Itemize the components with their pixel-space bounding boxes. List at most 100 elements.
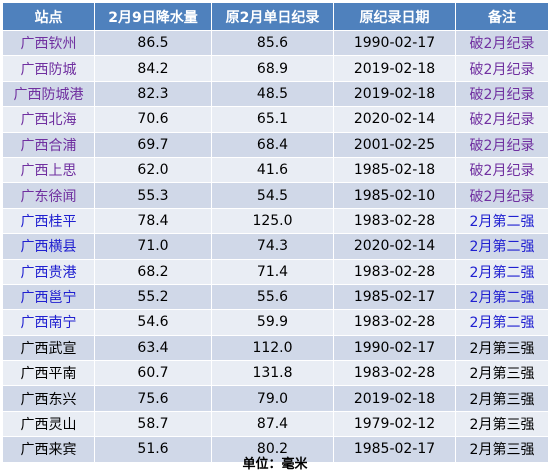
table-row: 广西上思 62.0 41.6 1985-02-18 破2月纪录 (2, 156, 549, 184)
note-cell: 2月第二强 (455, 309, 549, 336)
note-cell: 2月第三强 (455, 360, 549, 387)
station-cell: 广西横县 (2, 233, 95, 260)
record-cell: 87.4 (211, 410, 334, 438)
record-date-cell: 1979-02-12 (333, 410, 456, 438)
record-cell: 55.6 (211, 283, 334, 311)
station-cell: 广西平南 (2, 360, 95, 387)
table-body: 广西钦州 86.5 85.6 1990-02-17 破2月纪录 广西防城 84.2 68.9 2… (2, 29, 549, 463)
table-row: 广西武宣 63.4 112.0 1990-02-17 2月第三强 (2, 334, 549, 362)
note-cell: 破2月纪录 (455, 80, 549, 108)
table-row: 广西防城 84.2 68.9 2019-02-18 破2月纪录 (2, 55, 549, 82)
note-cell: 破2月纪录 (455, 29, 549, 57)
record-cell: 59.9 (211, 309, 334, 336)
rainfall-cell: 63.4 (94, 334, 212, 362)
station-cell: 广西邕宁 (2, 283, 95, 311)
record-date-cell: 1985-02-18 (333, 156, 456, 184)
note-cell: 2月第三强 (455, 436, 549, 463)
rainfall-cell: 84.2 (94, 55, 212, 82)
station-cell: 广西灵山 (2, 410, 95, 438)
station-cell: 广西防城港 (2, 80, 95, 108)
note-cell: 破2月纪录 (455, 106, 549, 133)
table-header-row: 站点 2月9日降水量 原2月单日纪录 原纪录日期 备注 (2, 2, 549, 31)
record-cell: 112.0 (211, 334, 334, 362)
rainfall-cell: 86.5 (94, 29, 212, 57)
rainfall-cell: 82.3 (94, 80, 212, 108)
record-date-cell: 1983-02-28 (333, 309, 456, 336)
station-cell: 广西钦州 (2, 29, 95, 57)
record-date-cell: 2019-02-18 (333, 80, 456, 108)
table-row: 广西东兴 75.6 79.0 2019-02-18 2月第三强 (2, 385, 549, 412)
station-cell: 广西合浦 (2, 131, 95, 158)
record-date-cell: 1983-02-28 (333, 258, 456, 285)
rainfall-cell: 62.0 (94, 156, 212, 184)
table-row: 广西横县 71.0 74.3 2020-02-14 2月第二强 (2, 233, 549, 260)
station-cell: 广西上思 (2, 156, 95, 184)
header-note: 备注 (455, 2, 549, 31)
record-cell: 74.3 (211, 233, 334, 260)
rainfall-cell: 71.0 (94, 233, 212, 260)
table-row: 广西灵山 58.7 87.4 1979-02-12 2月第三强 (2, 410, 549, 438)
station-cell: 广西北海 (2, 106, 95, 133)
record-cell: 41.6 (211, 156, 334, 184)
station-cell: 广西武宣 (2, 334, 95, 362)
unit-caption: 单位：毫米 (242, 457, 308, 472)
record-date-cell: 1990-02-17 (333, 334, 456, 362)
note-cell: 2月第二强 (455, 283, 549, 311)
record-date-cell: 2001-02-25 (333, 131, 456, 158)
table-row: 广西来宾 51.6 80.2 1985-02-17 2月第三强 (2, 436, 549, 463)
record-date-cell: 2019-02-18 (333, 55, 456, 82)
table-row: 广西合浦 69.7 68.4 2001-02-25 破2月纪录 (2, 131, 549, 158)
table-row: 广东徐闻 55.3 54.5 1985-02-10 破2月纪录 (2, 182, 549, 209)
table-row: 广西钦州 86.5 85.6 1990-02-17 破2月纪录 (2, 29, 549, 57)
record-date-cell: 1985-02-10 (333, 182, 456, 209)
table-row: 广西防城港 82.3 48.5 2019-02-18 破2月纪录 (2, 80, 549, 108)
station-cell: 广西来宾 (2, 436, 95, 463)
note-cell: 2月第三强 (455, 334, 549, 362)
record-cell: 68.9 (211, 55, 334, 82)
header-rainfall: 2月9日降水量 (94, 2, 212, 31)
header-station: 站点 (2, 2, 95, 31)
record-cell: 80.2 (211, 436, 334, 463)
rainfall-cell: 54.6 (94, 309, 212, 336)
rainfall-cell: 68.2 (94, 258, 212, 285)
table-row: 广西邕宁 55.2 55.6 1985-02-17 2月第二强 (2, 283, 549, 311)
record-date-cell: 1983-02-28 (333, 207, 456, 235)
header-record: 原2月单日纪录 (211, 2, 334, 31)
rainfall-cell: 78.4 (94, 207, 212, 235)
record-cell: 71.4 (211, 258, 334, 285)
station-cell: 广西防城 (2, 55, 95, 82)
record-date-cell: 1990-02-17 (333, 29, 456, 57)
table-row: 广西南宁 54.6 59.9 1983-02-28 2月第二强 (2, 309, 549, 336)
header-record-date: 原纪录日期 (333, 2, 456, 31)
station-cell: 广西桂平 (2, 207, 95, 235)
station-cell: 广东徐闻 (2, 182, 95, 209)
table-row: 广西北海 70.6 65.1 2020-02-14 破2月纪录 (2, 106, 549, 133)
record-cell: 54.5 (211, 182, 334, 209)
note-cell: 破2月纪录 (455, 131, 549, 158)
record-date-cell: 2020-02-14 (333, 233, 456, 260)
rainfall-cell: 58.7 (94, 410, 212, 438)
table-row: 广西贵港 68.2 71.4 1983-02-28 2月第二强 (2, 258, 549, 285)
rainfall-cell: 60.7 (94, 360, 212, 387)
note-cell: 2月第二强 (455, 258, 549, 285)
rainfall-record-table: 站点 2月9日降水量 原2月单日纪录 原纪录日期 备注 广西钦州 86.5 85.6… (2, 2, 549, 463)
record-date-cell: 1983-02-28 (333, 360, 456, 387)
note-cell: 破2月纪录 (455, 55, 549, 82)
note-cell: 2月第三强 (455, 385, 549, 412)
record-cell: 125.0 (211, 207, 334, 235)
note-cell: 破2月纪录 (455, 156, 549, 184)
record-cell: 68.4 (211, 131, 334, 158)
record-cell: 79.0 (211, 385, 334, 412)
record-date-cell: 2019-02-18 (333, 385, 456, 412)
record-date-cell: 1985-02-17 (333, 436, 456, 463)
record-date-cell: 2020-02-14 (333, 106, 456, 133)
rainfall-cell: 69.7 (94, 131, 212, 158)
rainfall-cell: 55.2 (94, 283, 212, 311)
record-cell: 65.1 (211, 106, 334, 133)
record-cell: 131.8 (211, 360, 334, 387)
rainfall-cell: 70.6 (94, 106, 212, 133)
table-row: 广西平南 60.7 131.8 1983-02-28 2月第三强 (2, 360, 549, 387)
record-date-cell: 1985-02-17 (333, 283, 456, 311)
station-cell: 广西东兴 (2, 385, 95, 412)
